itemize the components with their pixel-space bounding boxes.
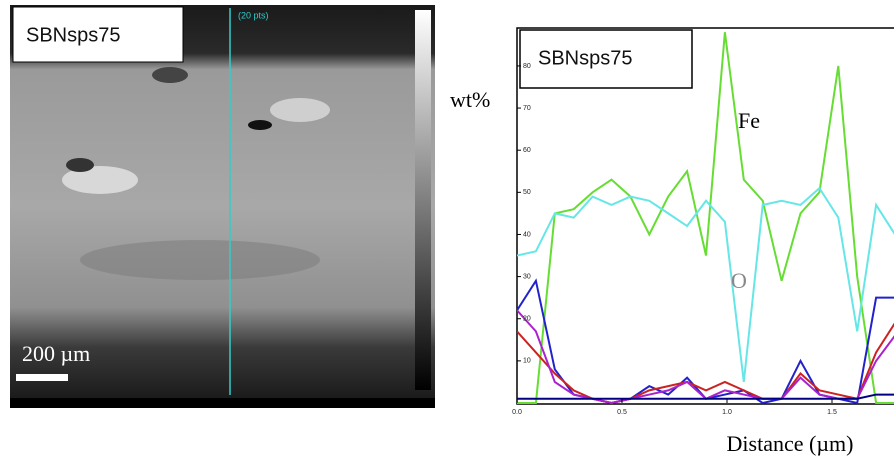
series-line <box>517 32 894 404</box>
chart-label-box <box>519 29 693 89</box>
y-tick-label: 10 <box>523 358 531 365</box>
x-tick-label: 0.0 <box>512 409 522 416</box>
series-line <box>517 393 894 400</box>
y-axis-label: wt% <box>450 87 490 112</box>
series-line <box>517 186 894 383</box>
scale-bar-label: 200 µm <box>22 341 90 366</box>
y-tick-label: 30 <box>523 273 531 280</box>
plot-area <box>516 27 894 405</box>
y-tick-label: 40 <box>523 231 531 238</box>
scan-label: (20 pts) <box>238 10 269 20</box>
x-tick-label: 0.5 <box>617 409 627 416</box>
x-tick-label: 1.5 <box>827 409 837 416</box>
y-tick-label: 80 <box>523 63 531 70</box>
y-tick-label: 60 <box>523 147 531 154</box>
chart-label: SBNsps75 <box>538 47 633 69</box>
sem-image: SBNsps75 (20 pts) 200 µm <box>10 5 435 408</box>
x-tick-label: 1.0 <box>722 409 732 416</box>
sem-label: SBNsps75 <box>26 24 121 46</box>
series-annotation: Fe <box>738 108 760 133</box>
series-annotation: O <box>731 268 747 293</box>
x-axis-label: Distance (µm) <box>727 431 854 456</box>
y-tick-label: 50 <box>523 189 531 196</box>
series-line <box>517 322 894 404</box>
y-tick-label: 20 <box>523 316 531 323</box>
y-tick-label: 70 <box>523 105 531 112</box>
